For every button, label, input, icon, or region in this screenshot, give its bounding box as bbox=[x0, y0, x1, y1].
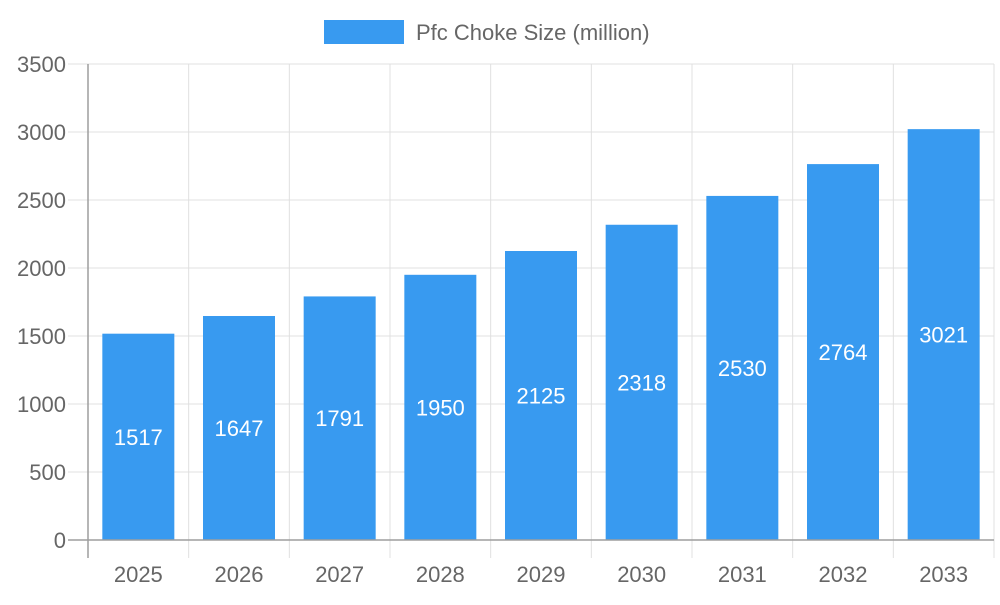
data-label: 1647 bbox=[215, 416, 264, 441]
data-label: 2318 bbox=[617, 370, 666, 395]
bar bbox=[907, 129, 980, 541]
legend-label: Pfc Choke Size (million) bbox=[416, 20, 650, 45]
y-tick-label: 1000 bbox=[17, 392, 66, 417]
y-tick-label: 3000 bbox=[17, 120, 66, 145]
axes: 0 500 1000 1500 2000 2500 3000 3500 2025 2026 2027… bbox=[17, 52, 994, 587]
data-label: 2530 bbox=[718, 356, 767, 381]
data-label: 3021 bbox=[919, 323, 968, 348]
bar bbox=[102, 333, 175, 540]
legend-swatch bbox=[324, 20, 404, 44]
data-label: 1517 bbox=[114, 425, 163, 450]
y-tick-label: 2000 bbox=[17, 256, 66, 281]
bar bbox=[706, 195, 779, 541]
bar bbox=[404, 274, 477, 540]
data-label: 1791 bbox=[315, 406, 364, 431]
x-tick-label: 2028 bbox=[416, 562, 465, 587]
legend[interactable]: Pfc Choke Size (million) bbox=[324, 20, 650, 45]
bar bbox=[303, 296, 376, 540]
x-tick-label: 2032 bbox=[819, 562, 868, 587]
y-tick-label: 0 bbox=[54, 528, 66, 553]
y-tick-label: 500 bbox=[29, 460, 66, 485]
data-label: 1950 bbox=[416, 395, 465, 420]
bar bbox=[203, 316, 275, 540]
y-tick-label: 3500 bbox=[17, 52, 66, 77]
x-tick-label: 2026 bbox=[215, 562, 264, 587]
x-tick-label: 2033 bbox=[919, 562, 968, 587]
data-label: 2764 bbox=[819, 340, 868, 365]
bar bbox=[605, 224, 678, 540]
data-label: 2125 bbox=[517, 384, 566, 409]
x-tick-label: 2031 bbox=[718, 562, 767, 587]
bars: 1517 1647 1791 1950 2125 2318 2530 2764 3021 bbox=[102, 129, 980, 541]
bar bbox=[505, 251, 577, 540]
x-tick-label: 2025 bbox=[114, 562, 163, 587]
bar bbox=[807, 164, 879, 540]
x-tick-label: 2027 bbox=[315, 562, 364, 587]
y-tick-label: 1500 bbox=[17, 324, 66, 349]
x-tick-label: 2029 bbox=[517, 562, 566, 587]
x-tick-label: 2030 bbox=[617, 562, 666, 587]
y-tick-label: 2500 bbox=[17, 188, 66, 213]
